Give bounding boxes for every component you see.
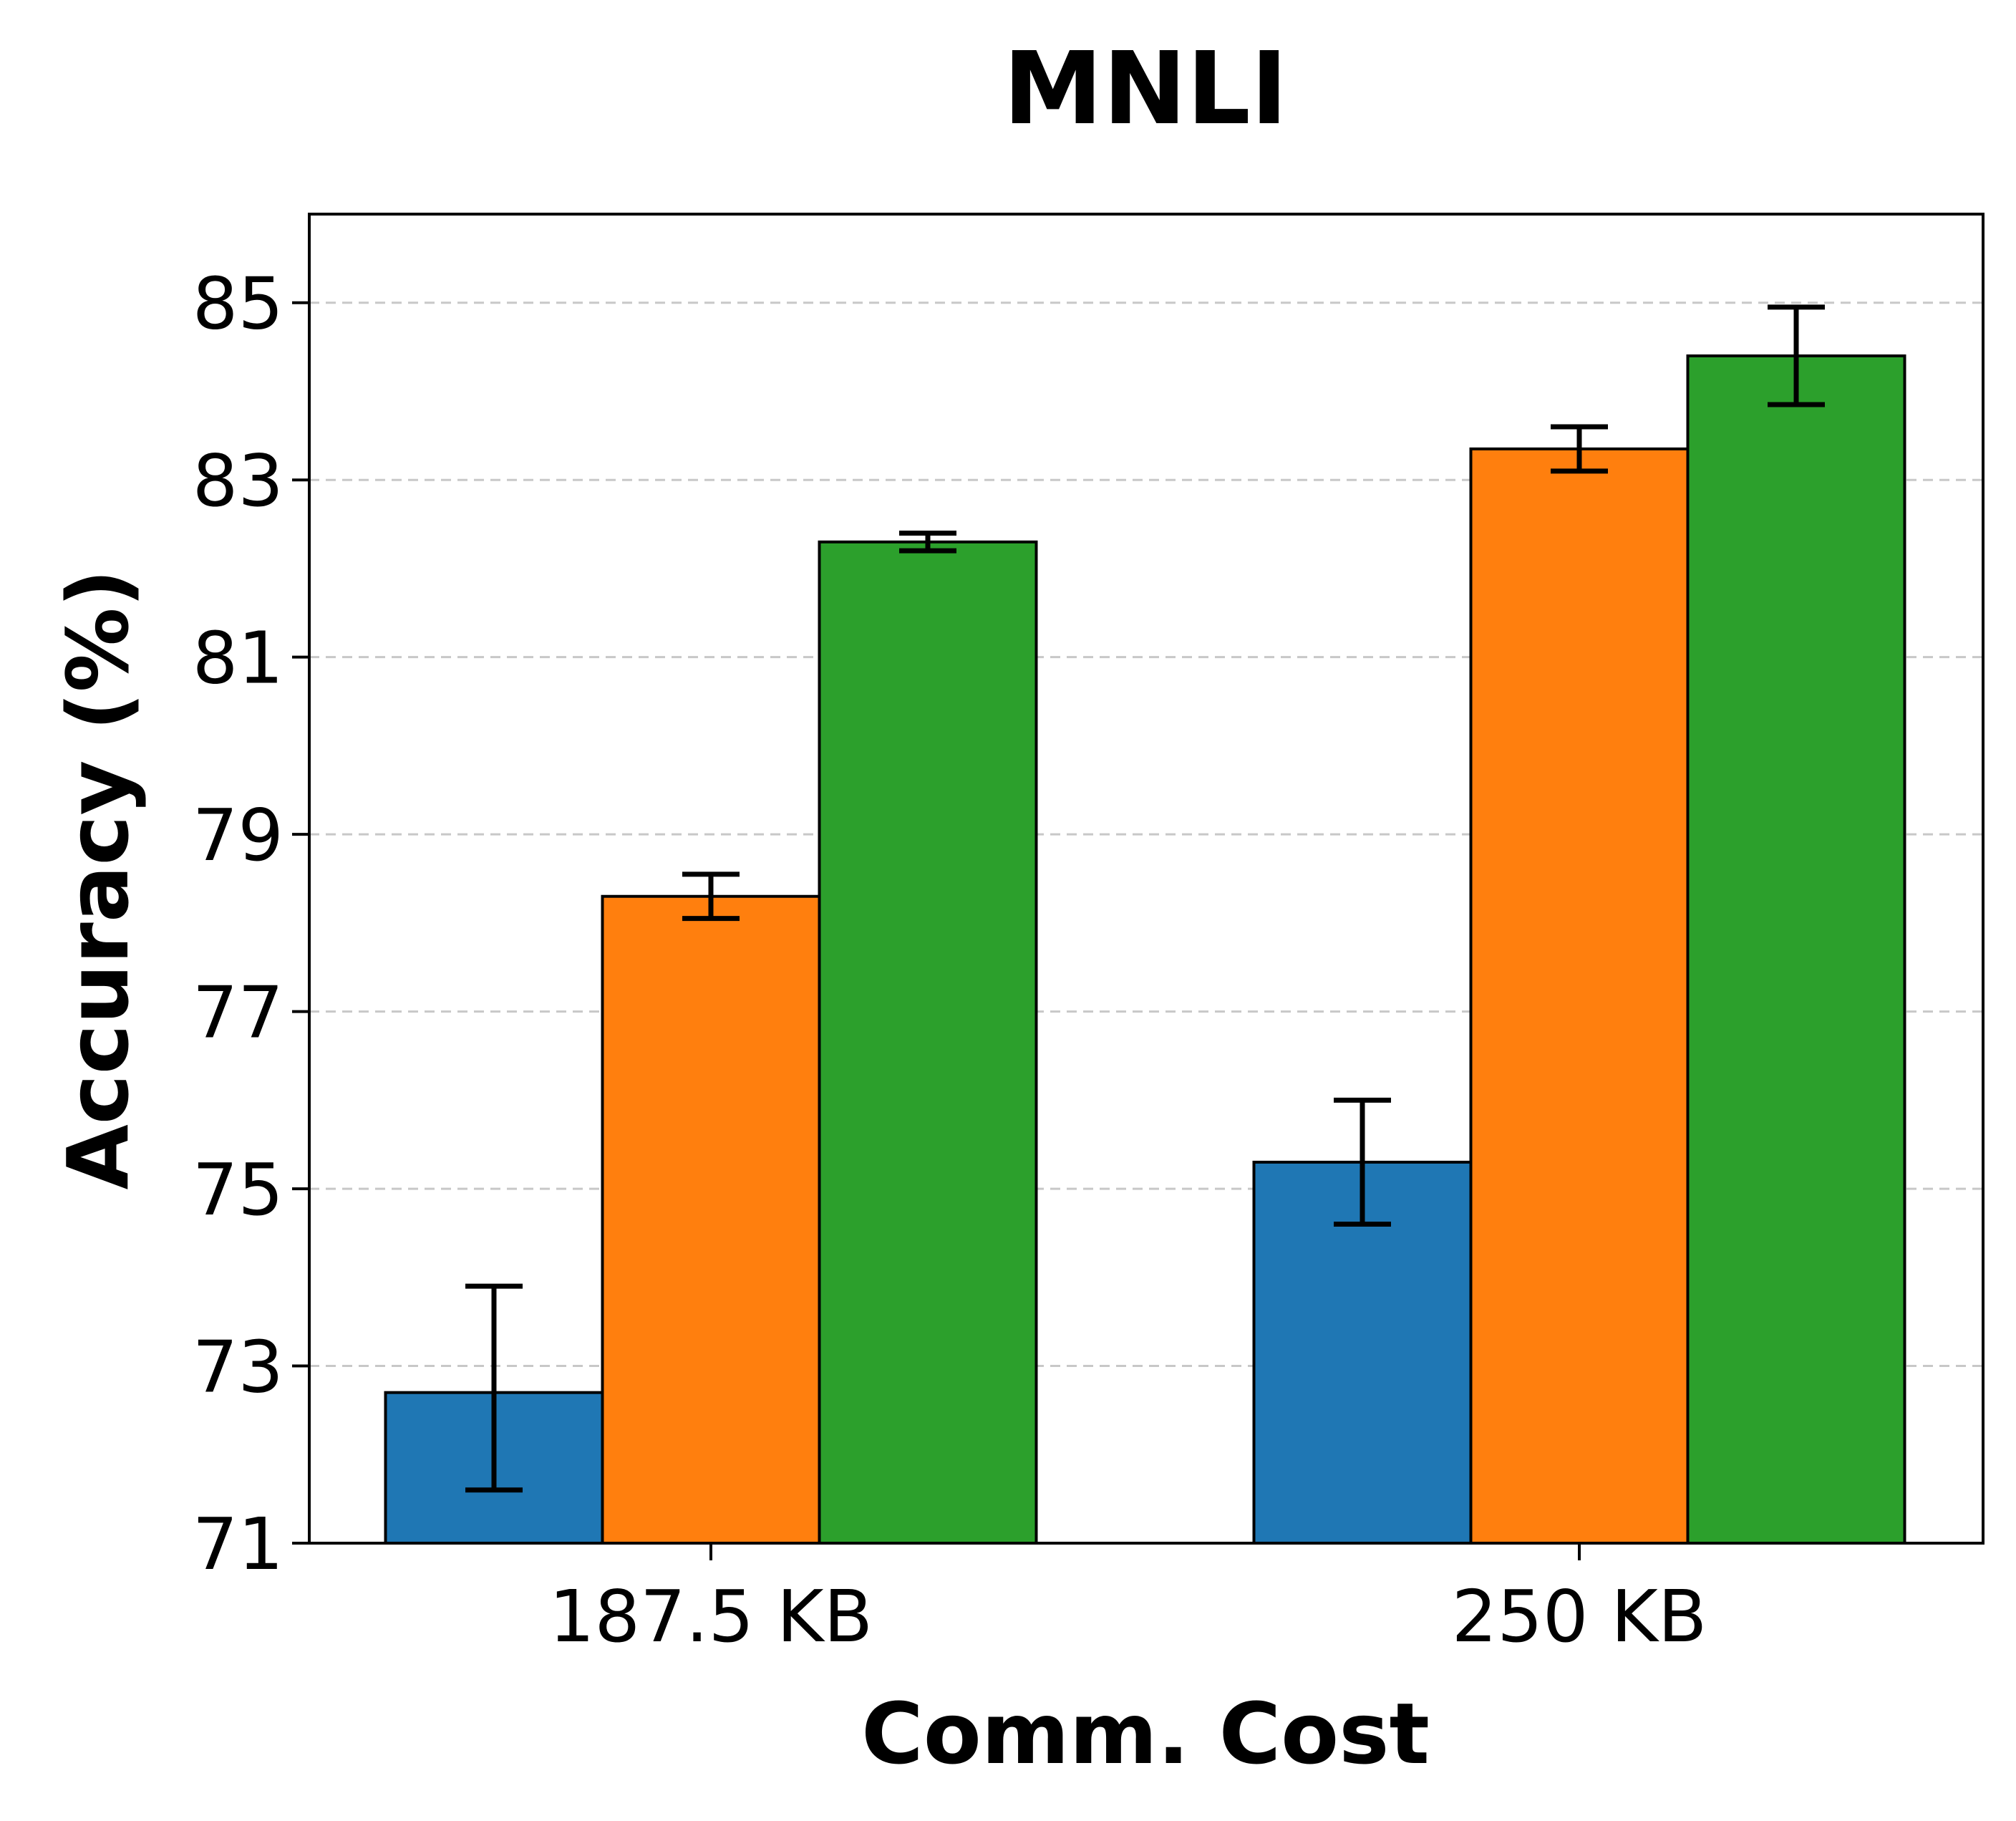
x-tick-label-1: 250 KB bbox=[1452, 1575, 1707, 1658]
bar-series2-cat2 bbox=[1469, 447, 1690, 1545]
error-bars bbox=[465, 304, 1825, 1493]
y-tick-label-83: 83 bbox=[193, 439, 284, 523]
y-tick-label-85: 85 bbox=[193, 262, 284, 346]
bar-series3-cat1 bbox=[818, 540, 1038, 1545]
y-tick-label-73: 73 bbox=[193, 1325, 284, 1409]
x-axis-label: Comm. Cost bbox=[861, 1684, 1430, 1783]
y-tick-label-77: 77 bbox=[193, 971, 284, 1055]
x-tick-label-0: 187.5 KB bbox=[549, 1575, 873, 1658]
y-axis-label: Accuracy (%) bbox=[49, 569, 147, 1189]
y-tick-label-75: 75 bbox=[193, 1148, 284, 1232]
chart-title: MNLI bbox=[1003, 31, 1288, 148]
axis-ticks: 71 73 75 77 79 81 83 85 187.5 KB 250 KB bbox=[193, 262, 1707, 1658]
y-tick-label-79: 79 bbox=[193, 793, 284, 877]
bar-series3-cat2 bbox=[1686, 354, 1906, 1545]
bar-series2-cat1 bbox=[601, 894, 821, 1545]
y-tick-label-81: 81 bbox=[193, 617, 284, 700]
bars bbox=[384, 354, 1906, 1545]
y-tick-label-71: 71 bbox=[193, 1502, 284, 1586]
plot-frame bbox=[308, 213, 1984, 1545]
